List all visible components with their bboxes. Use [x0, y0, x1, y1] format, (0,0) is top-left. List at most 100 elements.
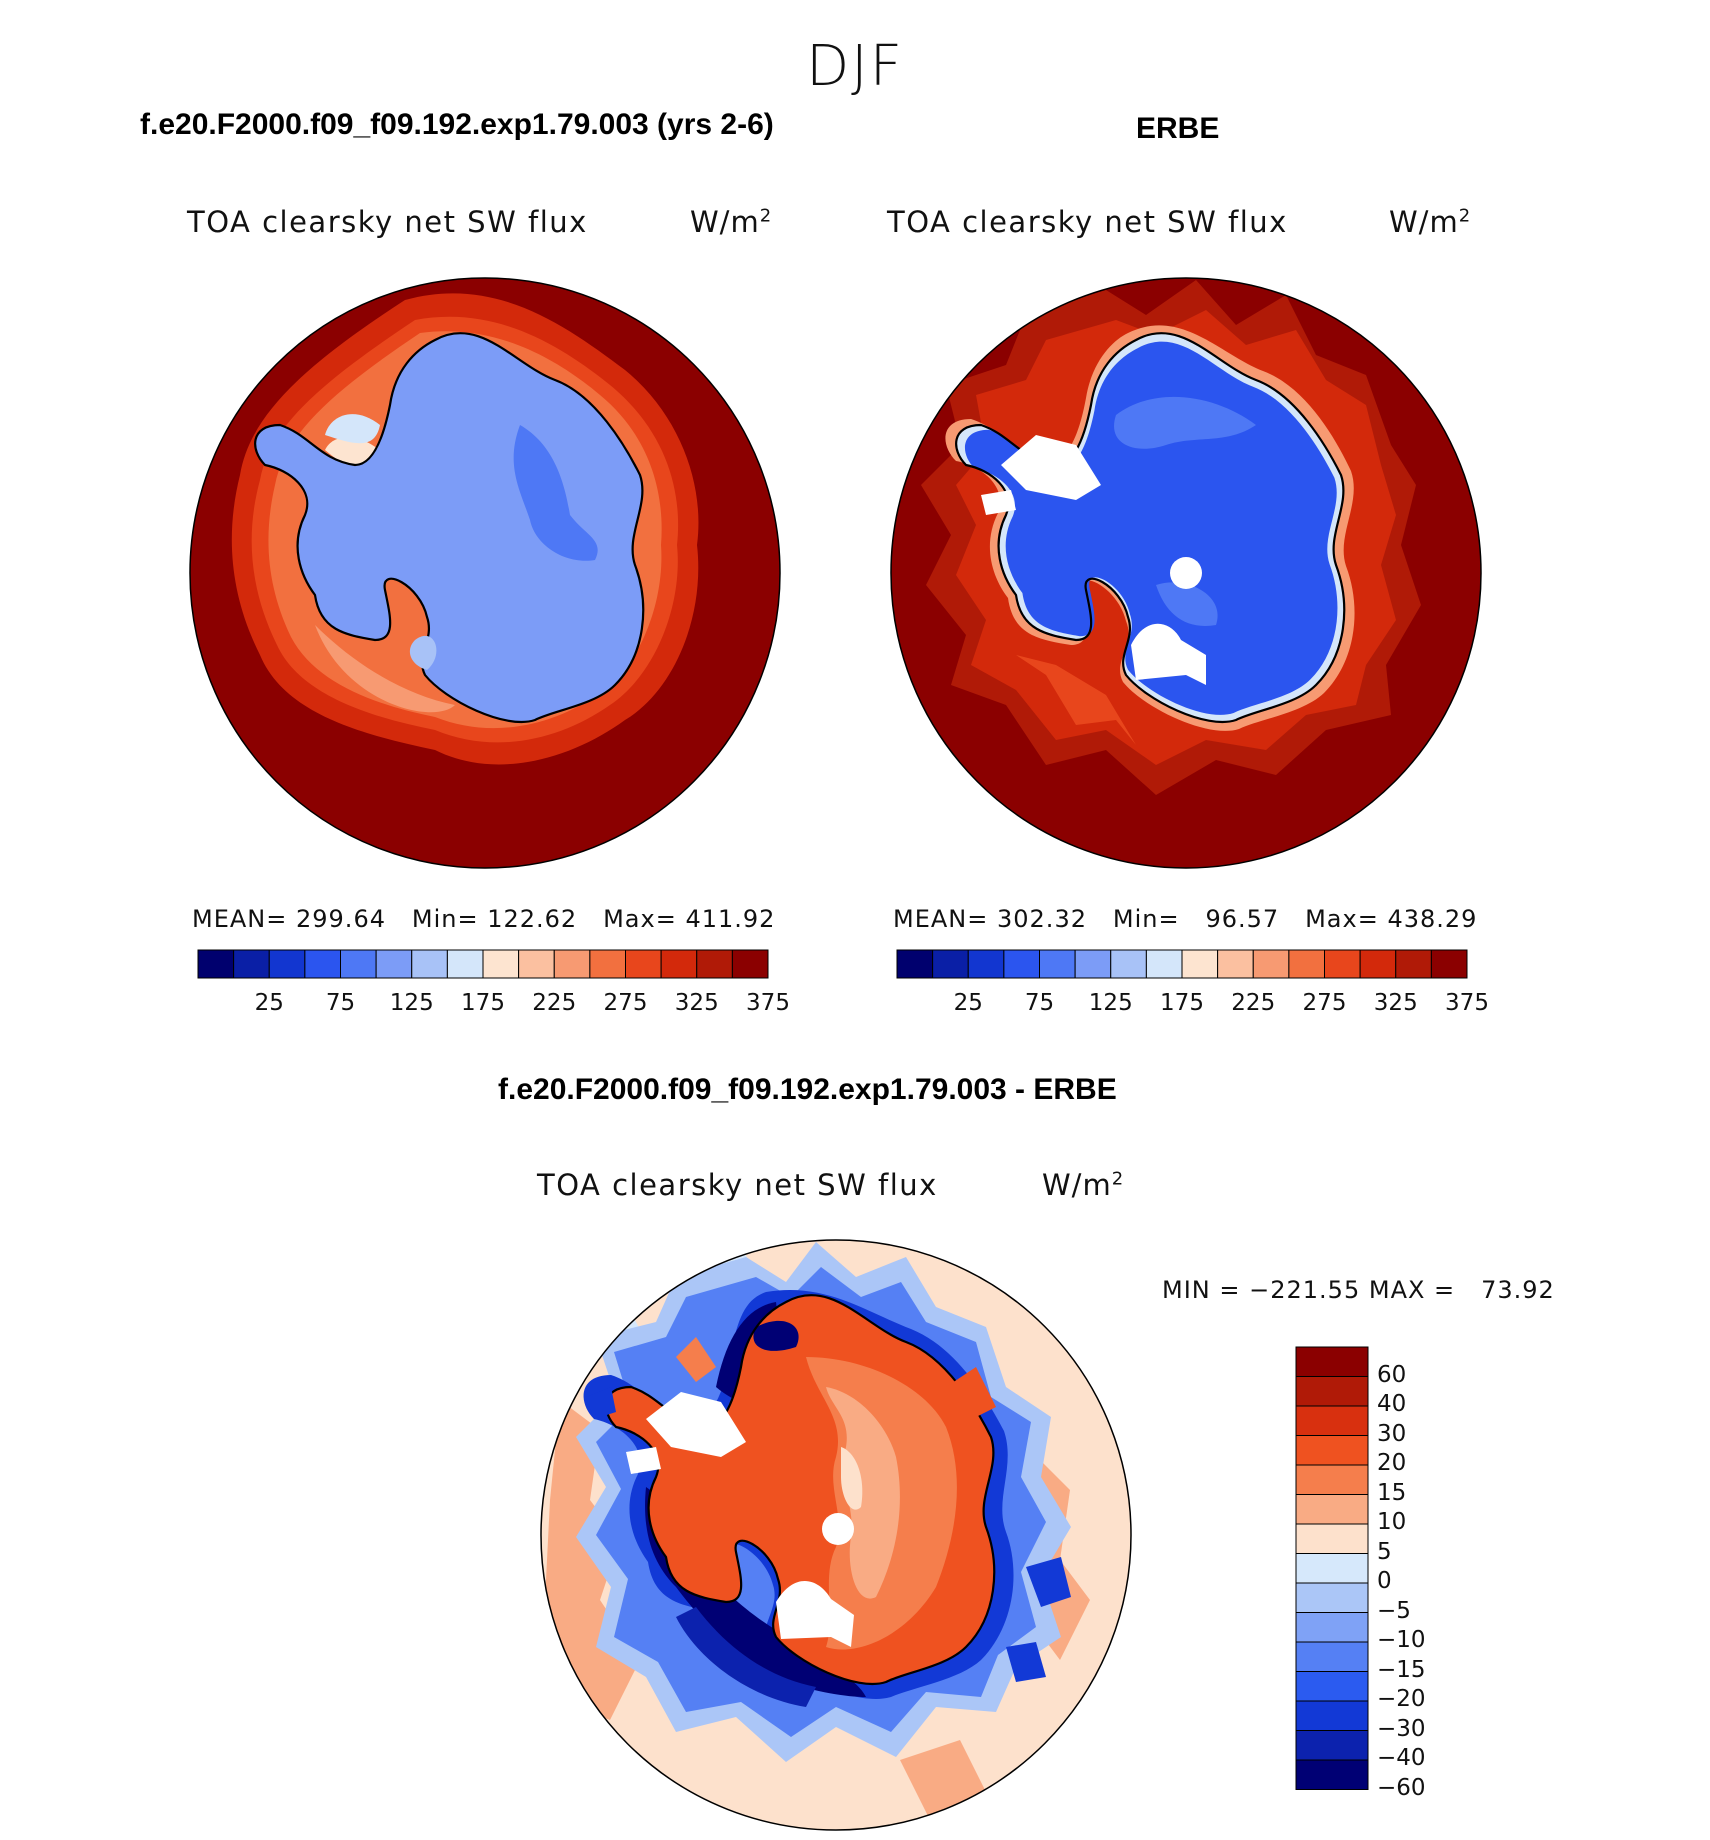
difference-colorbar-bin: [1295, 1346, 1369, 1377]
model-unit-label: W/m2: [690, 205, 773, 239]
obs-colorbar-tick-label: 175: [1160, 990, 1204, 1016]
model-colorbar-bin: [553, 949, 591, 979]
difference-colorbar-tick-label: −20: [1377, 1686, 1426, 1712]
difference-colorbar-bin: [1295, 1435, 1369, 1466]
model-colorbar-bin: [696, 949, 733, 979]
model-colorbar-tick-label: 375: [746, 990, 790, 1016]
model-colorbar-tick-label: 25: [254, 990, 284, 1016]
obs-colorbar-bin: [1252, 949, 1290, 979]
obs-colorbar-bin: [932, 949, 969, 979]
model-colorbar-tick-label: 325: [674, 990, 719, 1016]
model-colorbar-bin: [731, 949, 769, 979]
difference-colorbar-bin: [1295, 1759, 1369, 1790]
difference-minmax: MIN = −221.55 MAX = 73.92: [1162, 1276, 1555, 1304]
difference-colorbar-tick-label: −30: [1377, 1715, 1426, 1742]
difference-colorbar-tick-label: −60: [1377, 1774, 1426, 1801]
model-colorbar-bin: [660, 949, 698, 979]
difference-colorbar-tick-label: 5: [1377, 1538, 1392, 1565]
model-stats: MEAN= 299.64 Min= 122.62 Max= 411.92: [192, 905, 776, 933]
difference-colorbar-bin: [1295, 1405, 1369, 1436]
difference-colorbar-bin: [1295, 1464, 1369, 1495]
model-colorbar-tick-label: 175: [461, 990, 505, 1016]
obs-colorbar-tick-label: 225: [1231, 990, 1276, 1016]
season-title: DJF: [806, 34, 904, 99]
obs-colorbar-tick-label: 325: [1373, 990, 1418, 1016]
obs-colorbar-bin: [1217, 949, 1254, 979]
obs-colorbar-bin: [1110, 949, 1147, 979]
model-map-border: [189, 277, 781, 869]
model-colorbar-tick-label: 275: [603, 990, 648, 1016]
obs-colorbar-bin: [1074, 949, 1112, 979]
obs-colorbar-bin: [1288, 949, 1325, 979]
model-colorbar: [197, 949, 769, 979]
difference-colorbar-tick-label: 10: [1377, 1509, 1407, 1535]
model-colorbar-tick-label: 225: [532, 990, 577, 1016]
difference-colorbar-bin: [1295, 1376, 1369, 1407]
difference-colorbar-bin: [1295, 1612, 1369, 1643]
difference-colorbar: [1295, 1346, 1369, 1790]
obs-colorbar-bin: [1003, 949, 1040, 979]
obs-colorbar-bin: [896, 949, 934, 979]
difference-colorbar-tick-label: −15: [1377, 1656, 1426, 1683]
difference-colorbar-tick-label: −40: [1377, 1745, 1426, 1771]
model-colorbar-bin: [482, 949, 520, 979]
obs-colorbar-bin: [967, 949, 1005, 979]
difference-colorbar-tick-label: 60: [1377, 1361, 1407, 1388]
obs-colorbar-bin: [1145, 949, 1183, 979]
model-variable-label: TOA clearsky net SW flux: [187, 205, 588, 239]
model-colorbar-bin: [268, 949, 306, 979]
difference-colorbar-tick-label: 0: [1377, 1568, 1392, 1594]
obs-colorbar-tick-label: 275: [1302, 990, 1347, 1016]
model-colorbar-bin: [375, 949, 413, 979]
obs-colorbar-tick-label: 75: [1024, 990, 1055, 1016]
model-colorbar-bin: [446, 949, 484, 979]
model-map: [190, 278, 780, 868]
difference-colorbar-bin: [1295, 1730, 1369, 1761]
model-colorbar-tick-label: 125: [389, 990, 434, 1016]
model-colorbar-bin: [197, 949, 235, 979]
obs-case-title: ERBE: [1136, 112, 1220, 145]
obs-colorbar-bin: [1039, 949, 1076, 979]
difference-unit-label: W/m2: [1042, 1168, 1125, 1202]
difference-colorbar-tick-label: 40: [1377, 1391, 1407, 1417]
difference-colorbar-tick-label: 20: [1377, 1450, 1407, 1476]
difference-colorbar-bin: [1295, 1641, 1369, 1672]
difference-colorbar-bin: [1295, 1494, 1369, 1525]
obs-colorbar-bin: [1395, 949, 1432, 979]
obs-variable-label: TOA clearsky net SW flux: [887, 205, 1288, 239]
difference-colorbar-bin: [1295, 1553, 1369, 1584]
difference-colorbar-bin: [1295, 1582, 1369, 1613]
obs-stats: MEAN= 302.32 Min= 96.57 Max= 438.29: [893, 905, 1478, 933]
obs-unit-label: W/m2: [1389, 205, 1472, 239]
model-colorbar-tick-label: 75: [325, 990, 356, 1016]
difference-map: [541, 1240, 1131, 1830]
difference-colorbar-tick-label: 15: [1377, 1479, 1407, 1506]
model-case-title: f.e20.F2000.f09_f09.192.exp1.79.003 (yrs…: [140, 108, 774, 141]
model-colorbar-bin: [589, 949, 626, 979]
difference-colorbar-bin: [1295, 1523, 1369, 1554]
difference-colorbar-tick-label: −10: [1377, 1627, 1426, 1653]
difference-case-title: f.e20.F2000.f09_f09.192.exp1.79.003 - ER…: [498, 1073, 1117, 1106]
obs-colorbar-tick-label: 125: [1088, 990, 1133, 1016]
model-colorbar-bin: [340, 949, 377, 979]
obs-colorbar: [896, 949, 1468, 979]
obs-map: [891, 278, 1481, 868]
difference-colorbar-bin: [1295, 1700, 1369, 1731]
obs-colorbar-tick-label: 375: [1445, 990, 1489, 1016]
obs-colorbar-bin: [1359, 949, 1397, 979]
model-colorbar-bin: [411, 949, 448, 979]
difference-colorbar-tick-label: −5: [1377, 1597, 1411, 1624]
obs-map-border: [890, 277, 1482, 869]
difference-colorbar-tick-label: 30: [1377, 1420, 1407, 1447]
difference-map-border: [540, 1239, 1132, 1831]
obs-colorbar-bin: [1430, 949, 1468, 979]
obs-colorbar-bin: [1181, 949, 1219, 979]
model-colorbar-bin: [304, 949, 341, 979]
difference-colorbar-bin: [1295, 1671, 1369, 1702]
model-colorbar-bin: [518, 949, 555, 979]
obs-colorbar-tick-label: 25: [953, 990, 983, 1016]
model-colorbar-bin: [233, 949, 270, 979]
difference-variable-label: TOA clearsky net SW flux: [537, 1168, 938, 1202]
model-colorbar-bin: [625, 949, 662, 979]
